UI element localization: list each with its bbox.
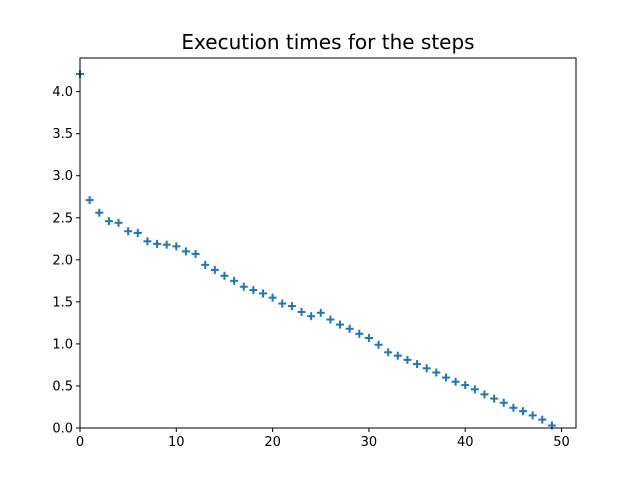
data-point	[422, 364, 431, 373]
x-tick-label: 10	[168, 435, 185, 450]
data-point	[153, 239, 162, 248]
plot-marks	[76, 69, 556, 430]
data-point	[143, 237, 152, 246]
data-point	[451, 377, 460, 386]
data-point	[336, 320, 345, 329]
data-point	[326, 315, 335, 324]
data-point	[345, 324, 354, 333]
data-point	[95, 208, 104, 217]
x-tick-label: 20	[264, 435, 281, 450]
data-point	[499, 398, 508, 407]
data-point	[316, 308, 325, 317]
data-point	[201, 260, 210, 269]
data-point	[85, 196, 94, 205]
x-tick-label: 40	[457, 435, 474, 450]
plot-frame	[79, 57, 577, 429]
data-point	[114, 218, 123, 227]
data-point	[480, 390, 489, 399]
data-point	[490, 394, 499, 403]
data-point	[384, 348, 393, 357]
data-point	[278, 299, 287, 308]
data-point	[162, 240, 171, 249]
data-point	[181, 247, 190, 256]
data-point	[239, 282, 248, 291]
y-tick-label: 3.5	[52, 127, 73, 142]
y-tick-label: 1.0	[52, 337, 73, 352]
data-point	[528, 411, 537, 420]
data-point	[230, 276, 239, 285]
data-point	[287, 302, 296, 311]
data-point	[470, 385, 479, 394]
y-tick-label: 3.0	[52, 169, 73, 184]
data-point	[172, 242, 181, 251]
x-axis: 0 10 20 30 40 50	[76, 428, 570, 450]
data-point	[104, 217, 113, 226]
y-tick-label: 4.0	[52, 85, 73, 100]
data-point	[413, 360, 422, 369]
data-point	[441, 373, 450, 382]
data-point	[403, 355, 412, 364]
data-point	[133, 228, 142, 237]
data-point	[124, 227, 133, 236]
data-point	[258, 289, 267, 298]
data-point	[461, 381, 470, 390]
data-point	[307, 312, 316, 321]
data-point	[364, 334, 373, 343]
data-point	[191, 249, 200, 258]
data-point	[210, 265, 219, 274]
data-point	[538, 415, 547, 424]
data-point	[249, 286, 258, 295]
chart-title: Execution times for the steps	[181, 30, 474, 54]
data-point	[355, 329, 364, 338]
data-point	[268, 293, 277, 302]
x-tick-label: 50	[553, 435, 570, 450]
data-point	[432, 368, 441, 377]
y-axis: 0.0 0.5 1.0 1.5 2.0 2.5 3.0 3.5 4.0	[52, 85, 80, 437]
y-tick-label: 2.5	[52, 211, 73, 226]
data-point	[519, 407, 528, 416]
data-point	[374, 340, 383, 349]
y-tick-label: 1.5	[52, 295, 73, 310]
y-tick-label: 0.5	[52, 379, 73, 394]
data-point	[509, 403, 518, 412]
data-point	[220, 271, 229, 280]
y-tick-label: 2.0	[52, 253, 73, 268]
data-point	[393, 351, 402, 360]
x-tick-label: 30	[361, 435, 378, 450]
y-tick-label: 0.0	[52, 422, 73, 437]
x-tick-label: 0	[76, 435, 84, 450]
data-point	[297, 307, 306, 316]
